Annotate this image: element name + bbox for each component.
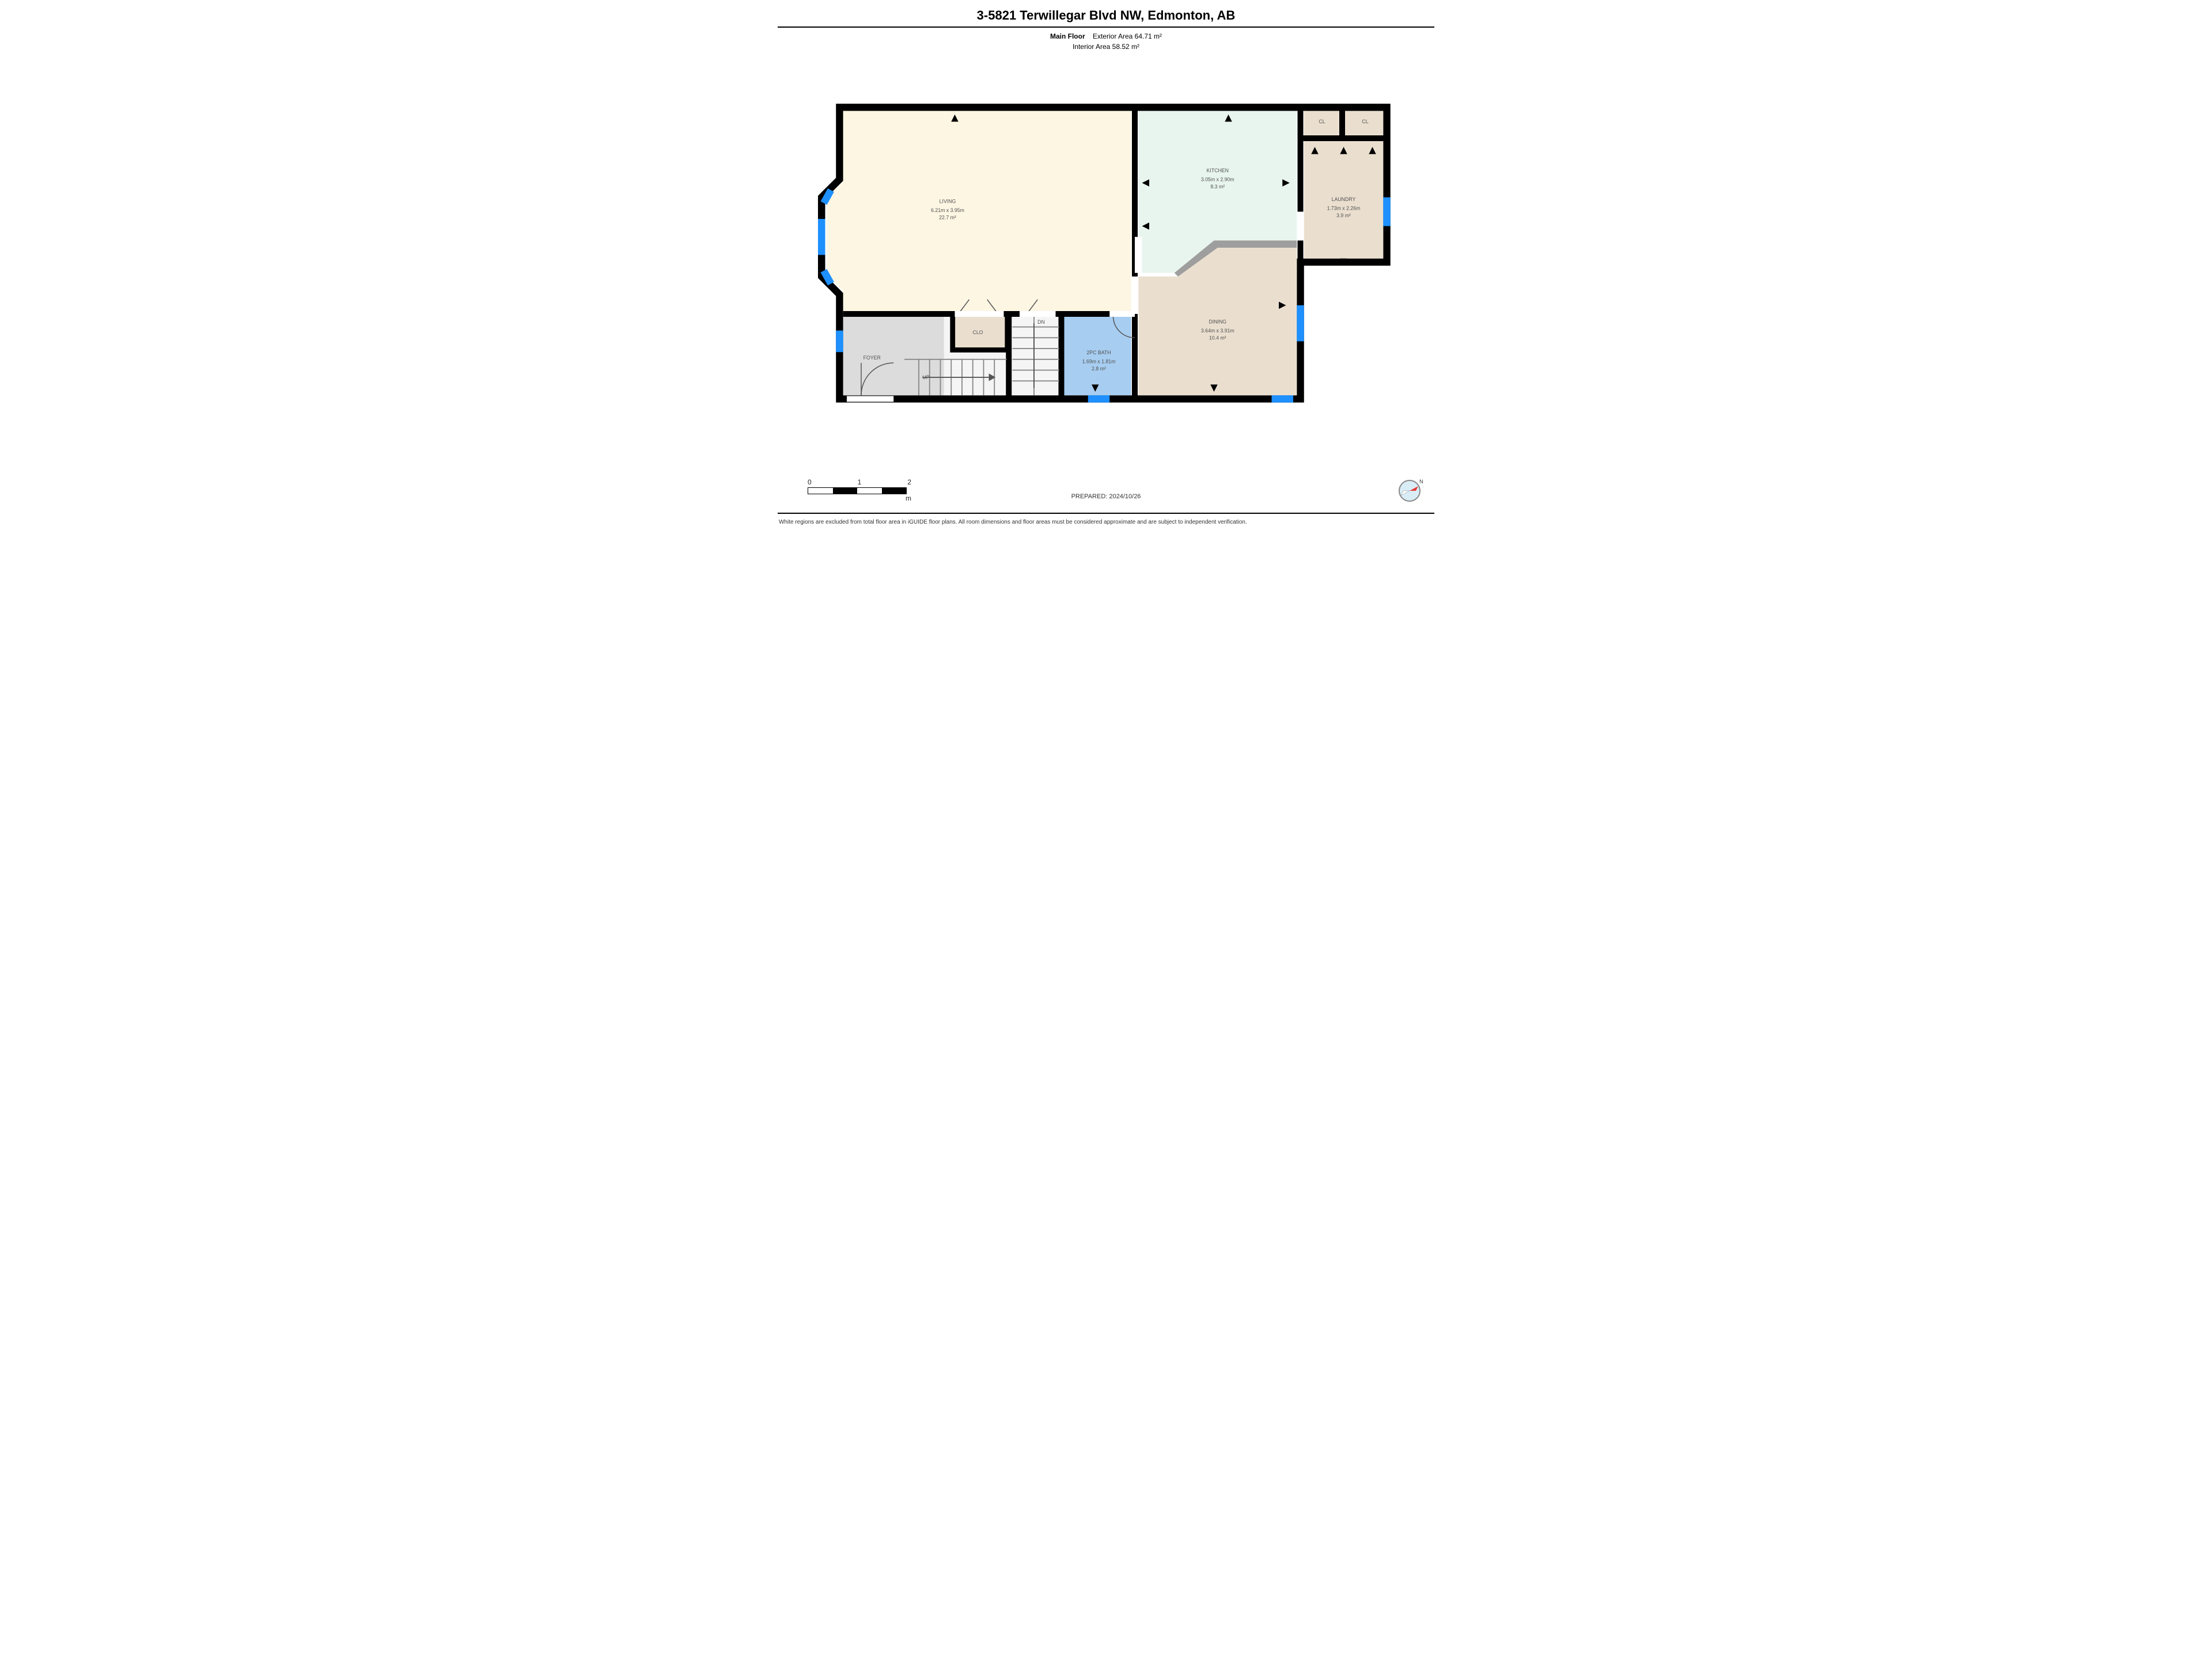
prepared-date: PREPARED: 2024/10/26 [737,493,1475,500]
floorplan-svg: LIVING 6.21m x 3.95m 22.7 m² KITCHEN 3.0… [806,75,1406,421]
foyer-fill [843,316,944,396]
living-dim: 6.21m x 3.95m [931,207,964,213]
up-label: UP [922,374,929,380]
bath-dim: 1.69m x 1.81m [1082,359,1116,365]
dn-label: DN [1037,319,1045,325]
living-name: LIVING [940,199,956,204]
divider-top [778,26,1434,28]
clo-name: CLO [973,329,983,335]
scale-2: 2 [907,478,911,486]
scale-1: 1 [858,478,862,486]
subhead: Main Floor Exterior Area 64.71 m² [737,32,1475,40]
exterior-area: Exterior Area 64.71 m² [1093,32,1162,40]
kitchen-dim: 3.05m x 2.90m [1201,176,1234,182]
dining-area: 10.4 m² [1209,335,1226,340]
cl2-name: CL [1362,119,1368,124]
scale-0: 0 [808,478,812,486]
compass-n: N [1419,479,1423,484]
compass: N [1396,478,1423,507]
page-title: 3-5821 Terwillegar Blvd NW, Edmonton, AB [737,8,1475,23]
kitchen-area: 8.3 m² [1210,184,1225,190]
floorplan-page: 3-5821 Terwillegar Blvd NW, Edmonton, AB… [737,0,1475,553]
kitchen-name: KITCHEN [1207,168,1229,173]
compass-icon: N [1396,478,1423,504]
interior-area: Interior Area 58.52 m² [737,43,1475,51]
floorplan: LIVING 6.21m x 3.95m 22.7 m² KITCHEN 3.0… [806,75,1406,421]
cl1-name: CL [1319,119,1325,124]
bath-area: 2.8 m² [1092,366,1106,372]
foyer-name: FOYER [863,355,881,361]
scale-labels: 0 1 2 [808,478,911,486]
living-fill [827,111,1131,313]
dining-name: DINING [1209,319,1226,324]
laundry-dim: 1.73m x 2.26m [1327,205,1361,211]
disclaimer: White regions are excluded from total fl… [779,519,1433,525]
divider-bottom [778,513,1434,514]
living-area: 22.7 m² [939,215,956,221]
dining-dim: 3.64m x 3.91m [1201,328,1234,334]
bath-name: 2PC BATH [1086,350,1111,355]
laundry-name: LAUNDRY [1332,196,1356,202]
bath-fill [1063,316,1131,396]
laundry-area: 3.9 m² [1336,213,1351,218]
floor-label: Main Floor [1050,32,1085,40]
